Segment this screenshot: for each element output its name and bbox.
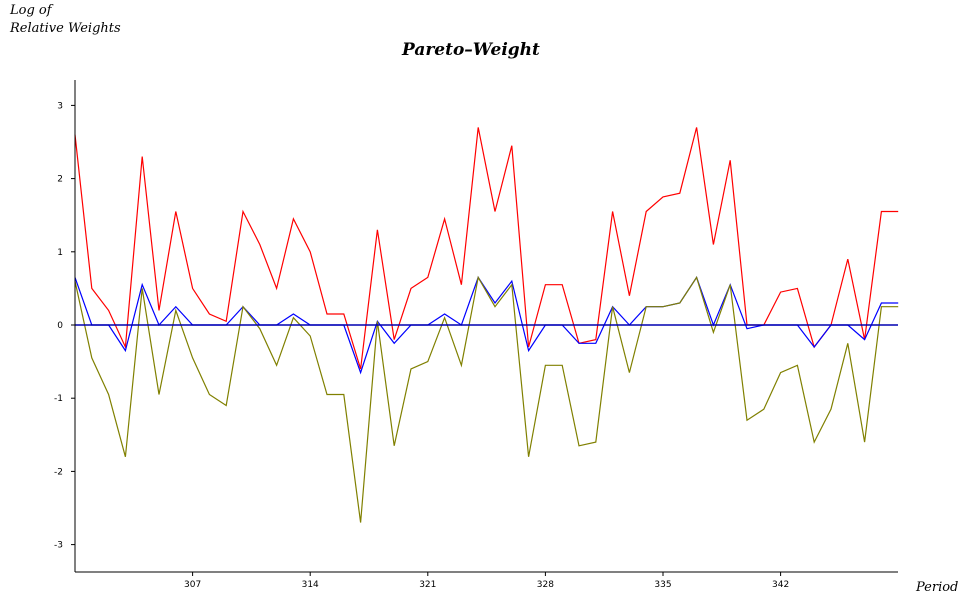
y-tick-label: 0: [57, 321, 63, 331]
x-tick-label: 307: [184, 580, 201, 588]
y-tick-label: -1: [54, 394, 63, 404]
series-layer: [74, 127, 899, 523]
y-tick-label: 3: [57, 101, 63, 111]
y-tick-label: 2: [57, 175, 63, 185]
series-line-1: [74, 127, 899, 370]
x-tick-label: 335: [654, 580, 671, 588]
y-axis-label-line1: Log of: [10, 3, 52, 18]
y-tick-label: -2: [54, 467, 63, 477]
y-axis-label: Log of Relative Weights: [10, 2, 121, 38]
x-tick-label: 321: [419, 580, 436, 588]
x-tick-label: 342: [772, 580, 789, 588]
chart-title: Pareto–Weight: [402, 40, 540, 60]
x-tick-label: 314: [302, 580, 319, 588]
series-line-3: [74, 275, 899, 523]
x-tick-label: 328: [537, 580, 554, 588]
y-tick-label: 1: [57, 248, 63, 258]
y-tick-label: -3: [54, 541, 63, 551]
y-axis-label-line2: Relative Weights: [10, 21, 121, 36]
